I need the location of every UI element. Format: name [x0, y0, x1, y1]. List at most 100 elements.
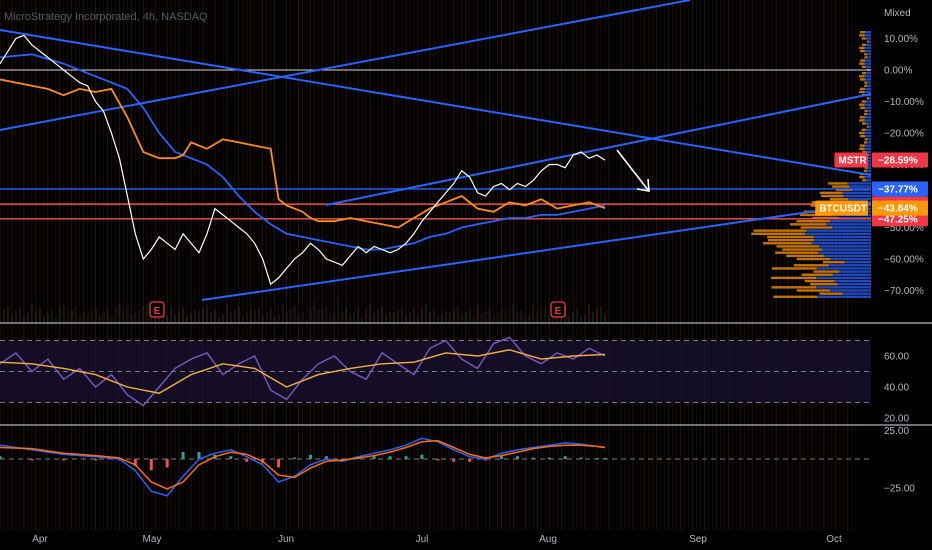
profile-bar: [849, 185, 871, 188]
axis-badge[interactable]: [872, 181, 928, 197]
profile-bar: [864, 53, 868, 56]
profile-bar: [867, 56, 871, 59]
macd-series-signal[interactable]: [0, 439, 606, 490]
rsi-tick-label: 40.00: [884, 383, 909, 394]
profile-bar: [859, 62, 865, 65]
axis-badge-label: −43.84%: [878, 204, 918, 215]
profile-bar: [866, 43, 871, 46]
profile-bar: [863, 141, 868, 144]
price-series: [0, 34, 606, 286]
profile-bar: [860, 134, 866, 138]
profile-bar: [829, 197, 849, 201]
profile-bar: [782, 248, 823, 251]
profile-bar: [839, 270, 871, 273]
axis-badge[interactable]: [872, 152, 928, 168]
profile-bar: [837, 283, 871, 286]
macd-histogram-bar: [579, 457, 583, 459]
macd-histogram-bar: [293, 457, 297, 459]
earnings-marker[interactable]: E: [149, 301, 165, 318]
rsi-series-rsi[interactable]: [0, 336, 606, 407]
trendline-channel-top[interactable]: [325, 93, 872, 206]
earnings-marker[interactable]: E: [550, 301, 566, 318]
profile-bar: [867, 109, 871, 113]
profile-bar: [861, 37, 866, 40]
profile-bar: [775, 251, 819, 254]
profile-bar: [859, 147, 865, 150]
rsi-axis[interactable]: 60.00 40.00 20.00: [884, 352, 909, 425]
series-moving-average[interactable]: [0, 53, 606, 251]
profile-bar: [859, 103, 865, 106]
profile-bar: [810, 283, 838, 286]
profile-bar: [864, 49, 871, 53]
profile-bar: [864, 109, 868, 113]
profile-bar: [865, 59, 871, 62]
profile-bar: [804, 279, 835, 283]
profile-bar: [864, 34, 871, 37]
profile-bar: [867, 81, 871, 84]
profile-bar: [805, 232, 871, 235]
profile-bar: [826, 223, 871, 226]
profile-bar: [859, 75, 865, 78]
profile-bar: [860, 31, 866, 34]
profile-bar: [864, 90, 871, 94]
profile-bar: [864, 103, 871, 106]
y-tick-label: −70.00%: [884, 286, 924, 297]
profile-bar: [773, 295, 818, 298]
rsi-tick-label: 60.00: [884, 352, 909, 363]
axis-badge[interactable]: [872, 200, 928, 216]
profile-bar: [776, 245, 820, 248]
series-mstr[interactable]: [0, 34, 606, 286]
profile-bar: [819, 292, 843, 295]
axis-badge-label: −37.77%: [878, 184, 918, 195]
x-tick-label: Sep: [689, 534, 707, 545]
scale-mode-label[interactable]: Mixed: [884, 8, 911, 19]
y-tick-label: 0.00%: [884, 66, 912, 77]
oscillator-series: [0, 336, 871, 497]
time-axis[interactable]: Apr May Jun Jul Aug Sep Oct: [32, 534, 842, 545]
profile-bar: [812, 216, 839, 220]
profile-bar: [859, 131, 865, 135]
grid: [0, 0, 857, 530]
x-tick-label: May: [143, 534, 162, 545]
macd-histogram-bar: [277, 459, 281, 468]
profile-bar: [830, 289, 871, 292]
macd-histogram-bar: [531, 457, 535, 459]
trendline-descending[interactable]: [0, 29, 872, 176]
macd-histogram-bar: [229, 456, 233, 459]
trendline-channel-bottom[interactable]: [201, 202, 872, 301]
earnings-marker-label: E: [154, 306, 161, 317]
macd-histogram-bar: [197, 452, 201, 459]
rsi-series-rsi-based-ma[interactable]: [0, 349, 606, 394]
y-tick-label: −10.00%: [884, 97, 924, 108]
trendline-upper-rising[interactable]: [0, 0, 691, 131]
axis-badge-label: −47.25%: [878, 214, 918, 225]
profile-bar: [865, 157, 871, 160]
profile-bar: [864, 144, 871, 147]
profile-bar: [842, 292, 871, 295]
x-tick-label: Jul: [416, 534, 429, 545]
profile-bar: [838, 216, 871, 220]
profile-bar: [862, 179, 867, 182]
y-tick-label: −20.00%: [884, 129, 924, 140]
profile-bar: [868, 97, 871, 100]
profile-bar: [816, 267, 871, 270]
series-name-tag[interactable]: [815, 200, 868, 216]
profile-bar: [866, 179, 871, 182]
profile-bar: [859, 46, 865, 50]
series-name-tag[interactable]: [834, 152, 868, 168]
macd-histogram-bar: [452, 459, 456, 462]
macd-histogram-bar: [404, 456, 408, 459]
series-btcusdt[interactable]: [0, 78, 606, 229]
profile-bar: [859, 34, 865, 37]
profile-bar: [864, 147, 871, 150]
profile-bar: [767, 238, 815, 242]
profile-bar: [796, 289, 831, 292]
macd-axis[interactable]: 25.00 −25.00: [884, 426, 915, 495]
arrow-annotation[interactable]: [616, 149, 650, 192]
axis-badge-label: −28.59%: [878, 156, 918, 167]
profile-bar: [864, 75, 871, 78]
macd-histogram-bar: [603, 458, 607, 459]
earnings-marker-label: E: [555, 306, 562, 317]
